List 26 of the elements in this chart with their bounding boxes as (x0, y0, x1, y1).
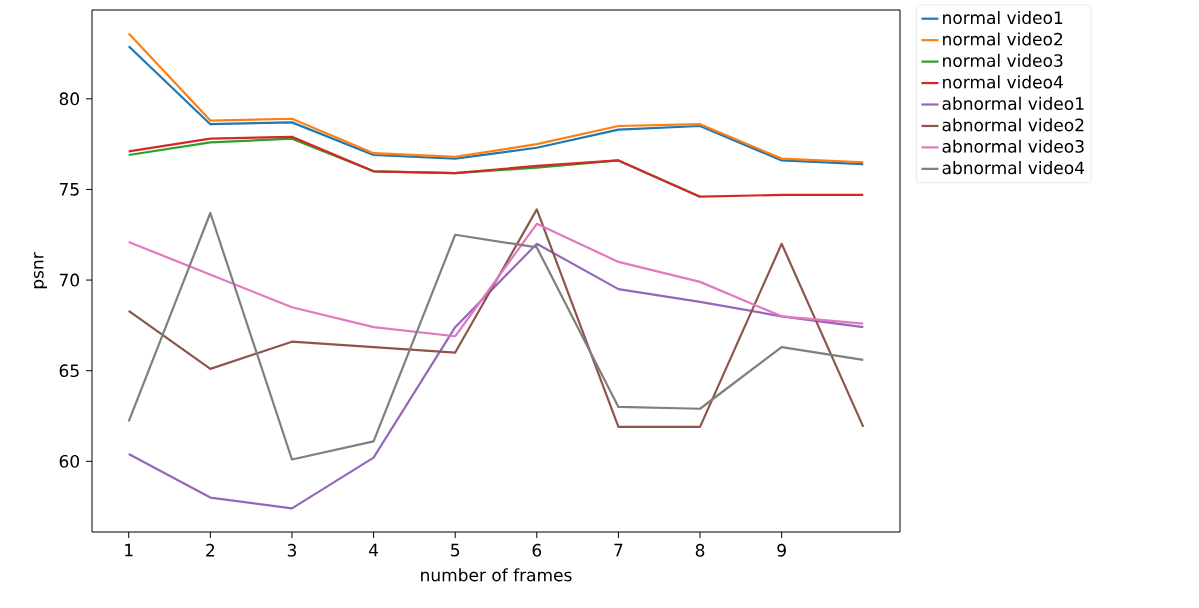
legend-label: abnormal video3 (942, 139, 1084, 153)
y-tick-label: 80 (59, 92, 79, 106)
x-tick-label: 4 (369, 543, 379, 557)
legend-label: abnormal video4 (942, 161, 1085, 175)
x-axis-title: number of frames (421, 568, 572, 582)
x-tick-label: 3 (287, 543, 297, 557)
x-tick-label: 5 (451, 543, 460, 557)
line-series (127, 242, 865, 510)
legend-label: abnormal video1 (942, 96, 1084, 110)
y-axis-title: psnr (33, 252, 47, 289)
legend-label: normal video2 (943, 32, 1063, 46)
y-tick-label: 70 (59, 273, 79, 287)
x-tick-label: 2 (206, 543, 215, 557)
legend-label: normal video3 (943, 53, 1063, 68)
x-tick-label: 1 (125, 543, 133, 557)
y-tick-label: 65 (59, 364, 79, 378)
x-tick-label: 7 (614, 543, 623, 557)
y-tick-label: 60 (59, 454, 79, 468)
y-tick-label: 75 (59, 183, 79, 196)
line-series (127, 135, 865, 198)
legend-label: abnormal video2 (942, 118, 1084, 132)
legend-label: normal video4 (943, 75, 1063, 89)
x-tick-label: 8 (695, 543, 705, 557)
x-tick-label: 9 (777, 543, 786, 557)
x-tick-label: 6 (532, 543, 542, 557)
legend-label: normal video1 (943, 10, 1063, 25)
